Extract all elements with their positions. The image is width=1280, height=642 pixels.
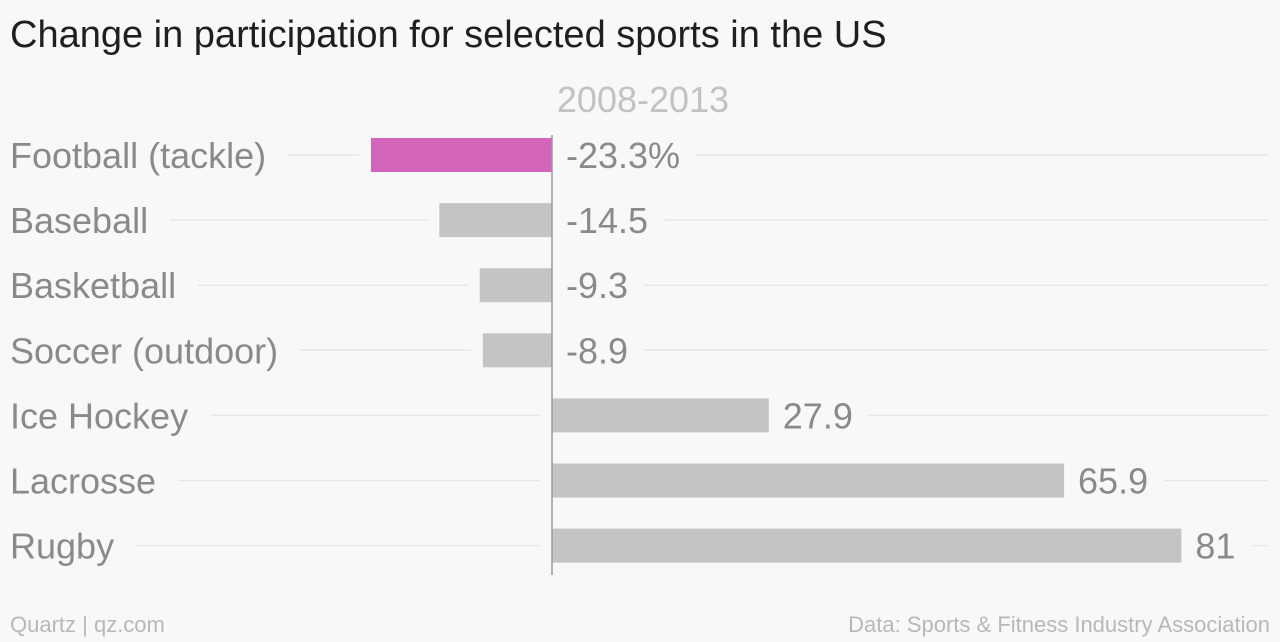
category-label: Rugby <box>10 526 114 567</box>
chart-title: Change in participation for selected spo… <box>10 14 887 56</box>
bar <box>439 203 552 238</box>
value-label: -9.3 <box>566 265 628 306</box>
category-label: Football (tackle) <box>10 135 266 176</box>
bar <box>552 528 1182 563</box>
gridlines <box>136 154 1268 547</box>
category-label: Soccer (outdoor) <box>10 330 278 371</box>
value-label: 81 <box>1195 526 1235 567</box>
category-label: Basketball <box>10 265 176 306</box>
value-labels: -23.3% -14.5 -9.3 -8.9 27.9 65.9 81 <box>566 135 1235 567</box>
bar <box>482 333 552 368</box>
value-label: -8.9 <box>566 330 628 371</box>
bar <box>479 268 552 303</box>
footer-credit: Quartz | qz.com <box>10 612 165 637</box>
category-label: Baseball <box>10 200 148 241</box>
column-header: 2008-2013 <box>557 79 729 120</box>
bars <box>370 138 1182 563</box>
category-label: Ice Hockey <box>10 395 188 436</box>
bar <box>370 138 552 172</box>
bar <box>552 463 1065 498</box>
value-label: -23.3% <box>566 135 680 176</box>
bar <box>552 398 769 433</box>
value-label: -14.5 <box>566 200 648 241</box>
category-labels: Football (tackle) Baseball Basketball Socce… <box>10 135 278 567</box>
footer-source: Data: Sports & Fitness Industry Associat… <box>848 612 1270 637</box>
category-label: Lacrosse <box>10 461 156 502</box>
value-label: 27.9 <box>783 395 853 436</box>
value-label: 65.9 <box>1078 461 1148 502</box>
